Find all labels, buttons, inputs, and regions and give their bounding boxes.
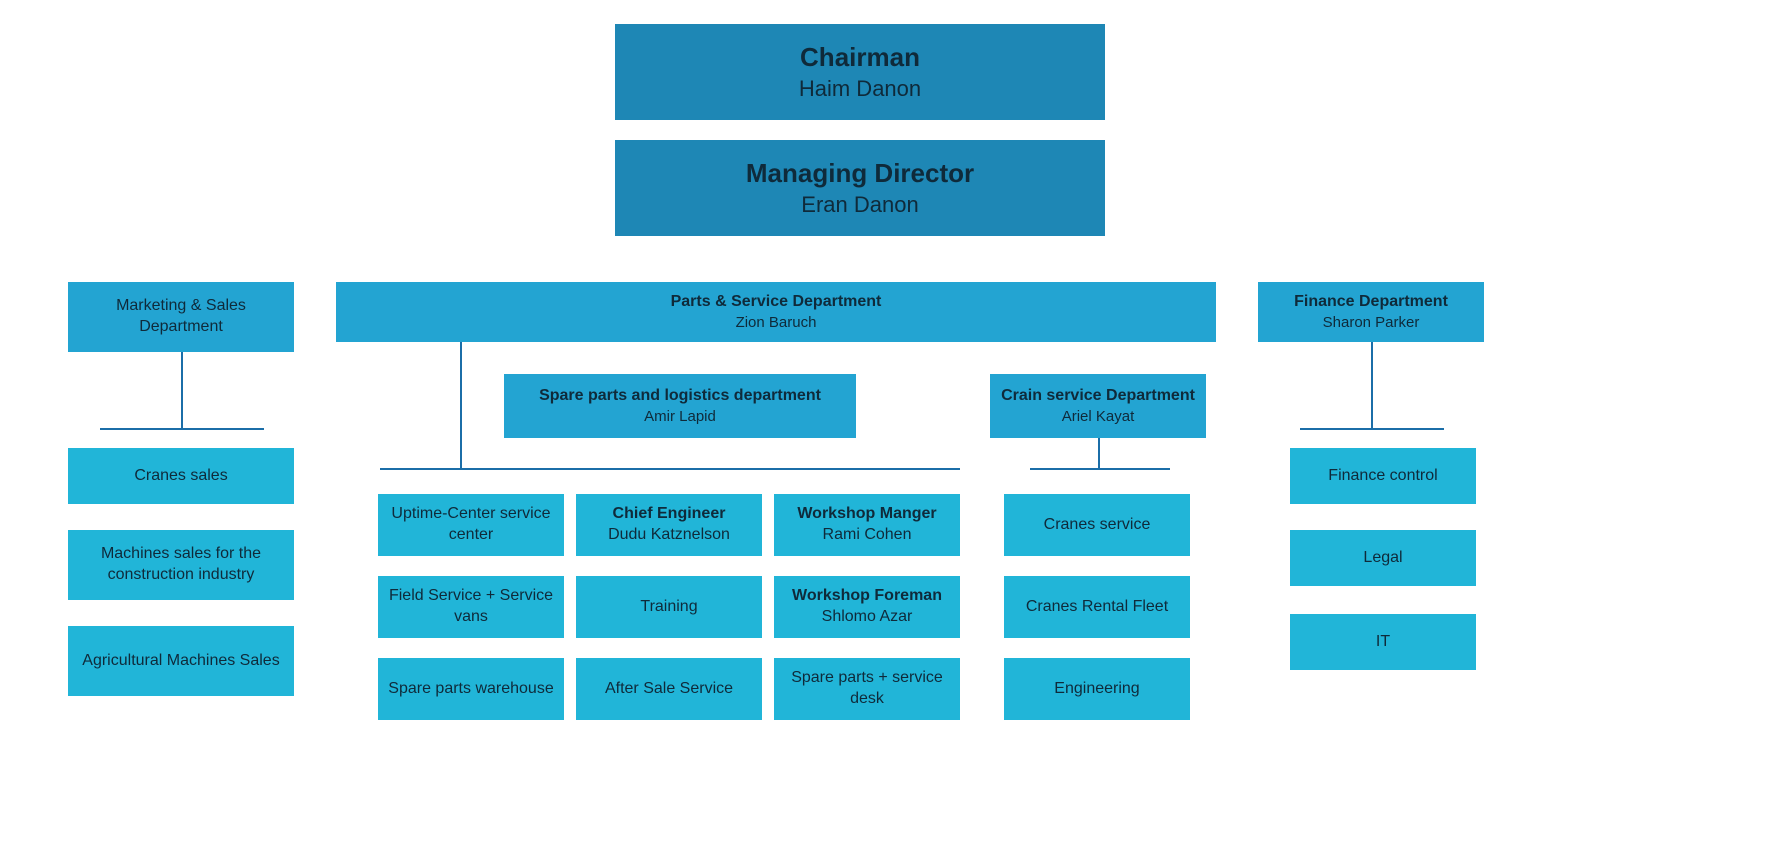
node-title: Agricultural Machines Sales [74,651,287,672]
node-title: Chairman [792,41,928,75]
node-name: Shlomo Azar [822,607,913,628]
node-title: Marketing & Sales Department [68,296,294,338]
node-title: Finance control [1320,466,1445,487]
node-name: Zion Baruch [736,313,817,333]
node-title: IT [1368,632,1398,653]
node-parts-service-dept: Parts & Service Department Zion Baruch [336,282,1216,342]
connector-line [380,468,960,470]
node-title: Cranes service [1036,515,1159,536]
node-title: Workshop Manger [789,504,944,525]
node-engineering: Engineering [1004,658,1190,720]
connector-line [1300,428,1444,430]
node-title: Engineering [1046,679,1147,700]
node-legal: Legal [1290,530,1476,586]
node-managing-director: Managing Director Eran Danon [615,140,1105,236]
node-it: IT [1290,614,1476,670]
node-title: Finance Department [1286,292,1456,313]
node-finance-control: Finance control [1290,448,1476,504]
node-title: Training [632,597,705,618]
node-name: Haim Danon [799,75,921,104]
node-after-sale-service: After Sale Service [576,658,762,720]
node-title: Parts & Service Department [663,292,890,313]
node-field-service-vans: Field Service + Service vans [378,576,564,638]
node-name: Sharon Parker [1323,313,1420,333]
node-spare-parts-logistics: Spare parts and logistics department Ami… [504,374,856,438]
node-machines-sales-construction: Machines sales for the construction indu… [68,530,294,600]
node-finance-dept: Finance Department Sharon Parker [1258,282,1484,342]
node-spare-parts-service-desk: Spare parts + service desk [774,658,960,720]
node-workshop-foreman: Workshop Foreman Shlomo Azar [774,576,960,638]
node-chief-engineer: Chief Engineer Dudu Katznelson [576,494,762,556]
connector-line [1371,342,1373,428]
node-title: Spare parts and logistics department [531,386,829,407]
node-title: Managing Director [738,157,982,191]
node-name: Rami Cohen [823,525,912,546]
node-name: Eran Danon [801,191,918,220]
node-title: Crain service Department [993,386,1203,407]
node-title: Machines sales for the construction indu… [68,544,294,586]
node-title: Spare parts + service desk [774,668,960,710]
node-name: Dudu Katznelson [608,525,730,546]
node-title: After Sale Service [597,679,741,700]
node-spare-parts-warehouse: Spare parts warehouse [378,658,564,720]
node-title: Cranes Rental Fleet [1018,597,1176,618]
node-title: Uptime-Center service center [378,504,564,546]
node-crain-service-dept: Crain service Department Ariel Kayat [990,374,1206,438]
connector-line [1030,468,1170,470]
node-uptime-center: Uptime-Center service center [378,494,564,556]
node-marketing-sales-dept: Marketing & Sales Department [68,282,294,352]
connector-line [1098,438,1100,468]
connector-line [460,342,462,468]
node-cranes-service: Cranes service [1004,494,1190,556]
node-cranes-rental-fleet: Cranes Rental Fleet [1004,576,1190,638]
node-agricultural-machines-sales: Agricultural Machines Sales [68,626,294,696]
node-training: Training [576,576,762,638]
connector-line [100,428,264,430]
node-name: Amir Lapid [644,407,716,427]
node-title: Cranes sales [126,466,235,487]
node-name: Ariel Kayat [1062,407,1135,427]
node-title: Field Service + Service vans [378,586,564,628]
node-title: Chief Engineer [605,504,734,525]
node-title: Workshop Foreman [784,586,950,607]
node-workshop-manager: Workshop Manger Rami Cohen [774,494,960,556]
node-title: Spare parts warehouse [380,679,561,700]
node-cranes-sales: Cranes sales [68,448,294,504]
node-title: Legal [1355,548,1410,569]
connector-line [181,352,183,428]
node-chairman: Chairman Haim Danon [615,24,1105,120]
